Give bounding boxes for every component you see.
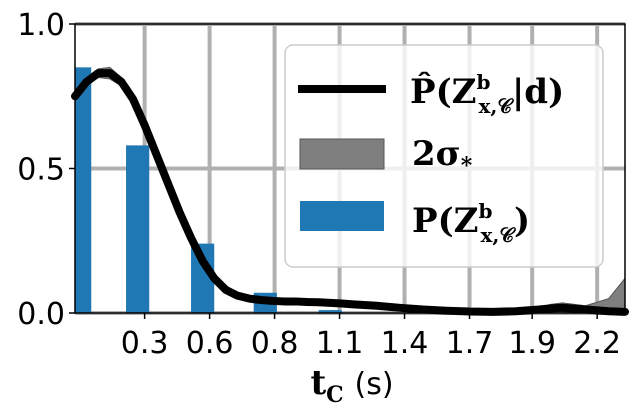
mean-curve (71, 69, 629, 316)
y-tick-label: 0.5 (17, 153, 65, 188)
bar (126, 145, 150, 313)
x-tick-label: 1.7 (446, 326, 494, 361)
legend-band-swatch (299, 138, 385, 170)
x-axis-label: tC (s) (310, 363, 393, 404)
x-ticks: 0.3 0.6 0.8 1.1 1.4 1.7 1.9 2.2 (121, 313, 621, 361)
legend-label-bar: P(Zb x,𝒞) (412, 199, 530, 247)
y-tick-label: 1.0 (17, 8, 65, 43)
x-tick-label: 0.6 (186, 326, 234, 361)
legend-label-band: 2σ* (412, 134, 473, 179)
x-tick-label: 1.9 (508, 326, 556, 361)
x-axis-label-sub: C (326, 382, 344, 404)
curve-series (71, 69, 629, 316)
x-tick-label: 2.2 (573, 326, 621, 361)
bar (318, 310, 342, 313)
bar (75, 67, 92, 313)
legend-bar-swatch (300, 201, 384, 231)
x-tick-label: 0.3 (121, 326, 169, 361)
x-tick-label: 1.4 (381, 326, 429, 361)
legend: P̂(Zb x,𝒞|d) 2σ* P(Zb x,𝒞) (284, 44, 604, 268)
x-tick-label: 0.8 (251, 326, 299, 361)
y-ticks: 0.0 0.5 1.0 (17, 8, 75, 332)
x-axis-label-unit: (s) (355, 367, 394, 402)
legend-label-curve: P̂(Zb x,𝒞|d) (410, 70, 564, 118)
bar (191, 243, 215, 313)
x-tick-label: 1.1 (316, 326, 364, 361)
x-axis-label-main: t (310, 363, 326, 403)
y-tick-label: 0.0 (17, 297, 65, 332)
